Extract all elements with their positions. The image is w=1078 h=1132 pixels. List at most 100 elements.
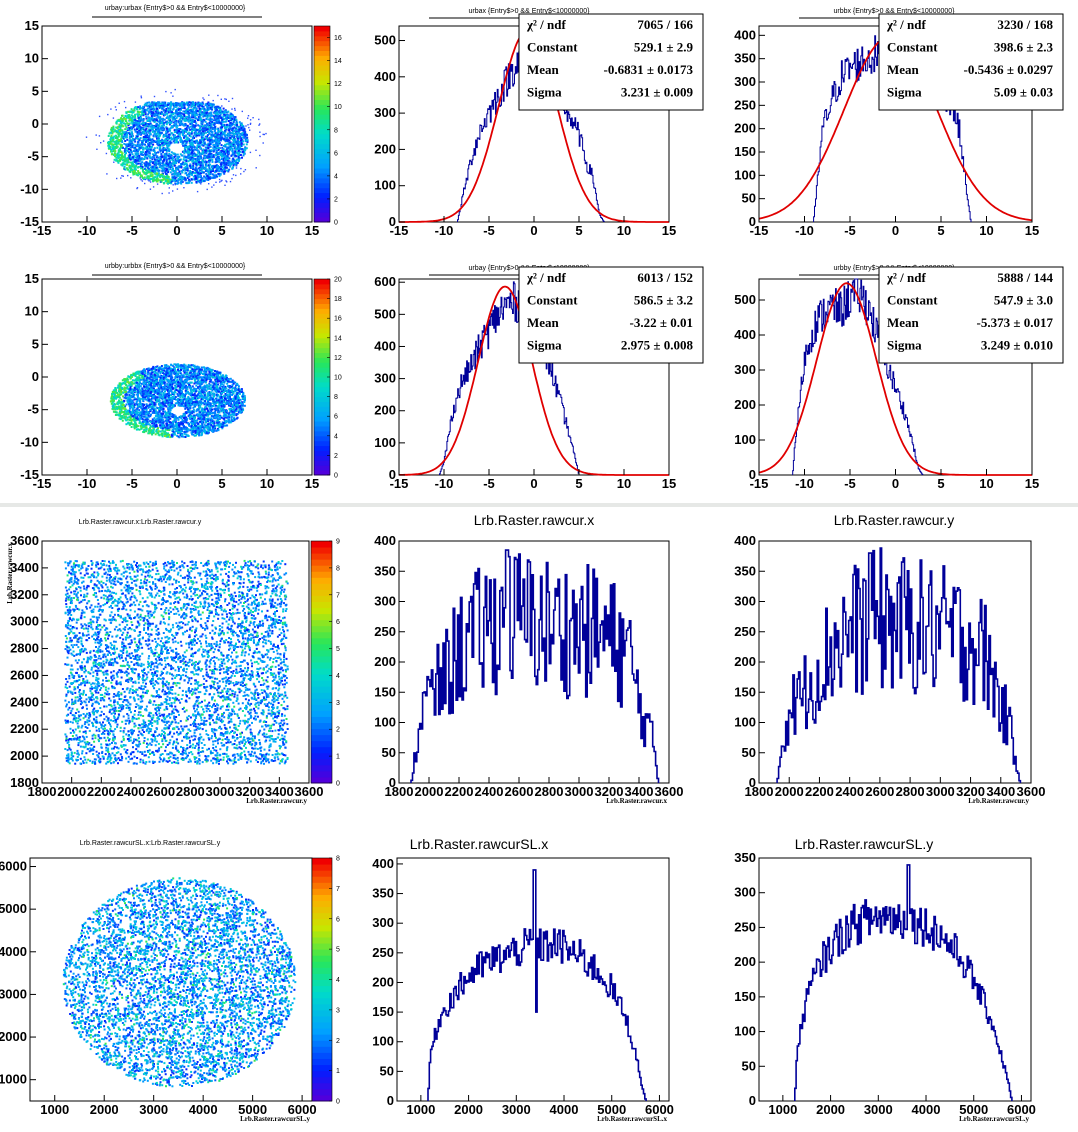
heatmap-cell — [162, 141, 165, 144]
heatmap-cell — [181, 171, 184, 174]
heatmap-cell — [148, 143, 151, 146]
heatmap-cell — [207, 179, 210, 181]
heatmap-cell — [215, 164, 218, 167]
outlier-point — [172, 184, 174, 186]
heatmap-cell — [152, 126, 155, 128]
heatmap-cell — [113, 152, 116, 155]
heatmap-cell — [218, 136, 221, 139]
heatmap-cell — [156, 114, 158, 117]
heatmap-cell — [133, 138, 136, 141]
heatmap-cell — [182, 110, 185, 113]
y-tick-label: 100 — [734, 167, 756, 182]
heatmap-cell — [135, 428, 138, 431]
heatmap-cell — [210, 111, 212, 114]
heatmap-cell — [208, 106, 210, 109]
heatmap-cell — [144, 156, 147, 159]
heatmap-cell — [160, 125, 163, 128]
colorbar-swatch — [314, 148, 330, 154]
heatmap-cell — [174, 123, 176, 126]
heatmap-cell — [197, 124, 200, 127]
heatmap-cell — [222, 120, 225, 123]
outlier-point — [139, 177, 141, 179]
heatmap-cell — [156, 124, 159, 127]
outlier-point — [265, 132, 267, 135]
heatmap-cell — [148, 134, 151, 137]
heatmap-cell — [192, 109, 195, 112]
outlier-point — [125, 106, 127, 109]
heatmap-cell — [148, 131, 151, 134]
outlier-point — [241, 110, 243, 113]
heatmap-cell — [123, 142, 126, 145]
heatmap-cell — [112, 150, 115, 153]
heatmap-cell — [193, 137, 195, 139]
heatmap-cell — [128, 133, 131, 136]
heatmap-cell — [141, 175, 143, 178]
heatmap-cell — [181, 139, 184, 142]
heatmap-cell — [207, 118, 210, 121]
heatmap-cell — [156, 174, 159, 177]
heatmap-cell — [153, 118, 156, 121]
heatmap-cell — [172, 152, 175, 155]
heatmap-cell — [208, 144, 211, 147]
heatmap-cell — [116, 386, 119, 389]
heatmap-cell — [115, 137, 117, 139]
panel-urbay-vs-urbax: urbay:urbax {Entry$>0 && Entry$<10000000… — [0, 0, 359, 250]
heatmap-cell — [171, 162, 174, 165]
heatmap-cell — [212, 149, 215, 152]
heatmap-cell — [112, 145, 115, 148]
heatmap-cell — [191, 130, 194, 133]
heatmap-cell — [189, 118, 192, 121]
heatmap-cell — [212, 144, 215, 146]
heatmap-cell — [119, 132, 121, 135]
heatmap-cell — [230, 162, 232, 164]
heatmap-cell — [172, 156, 174, 159]
heatmap-cell — [140, 126, 143, 129]
heatmap-cell — [224, 152, 227, 155]
heatmap-cell — [176, 102, 179, 105]
outlier-point — [244, 169, 247, 171]
heatmap-cell — [186, 132, 189, 135]
heatmap-cell — [227, 117, 230, 119]
heatmap-cell — [164, 147, 166, 150]
heatmap-cell — [115, 144, 118, 147]
heatmap-cell — [194, 174, 197, 177]
heatmap-cell — [150, 127, 153, 130]
heatmap-cell — [145, 104, 148, 107]
heatmap-cell — [115, 159, 118, 162]
outlier-point — [172, 190, 174, 192]
heatmap-cell — [216, 112, 219, 115]
heatmap-cell — [194, 167, 197, 170]
heatmap-cell — [161, 148, 164, 151]
heatmap-cell — [244, 135, 247, 138]
heatmap-cell — [184, 436, 187, 438]
heatmap-cell — [221, 120, 224, 123]
heatmap-cell — [213, 374, 216, 377]
heatmap-cell — [147, 144, 150, 147]
y-tick-label: 5 — [32, 83, 39, 98]
heatmap-cell — [208, 121, 211, 124]
outlier-point — [120, 177, 122, 179]
heatmap-cell — [172, 426, 175, 428]
heatmap-cell — [166, 371, 169, 373]
heatmap-cell — [186, 410, 188, 413]
heatmap-cell — [236, 134, 239, 136]
heatmap-cell — [237, 159, 240, 162]
heatmap-cell — [196, 132, 199, 135]
heatmap-cell — [186, 167, 189, 170]
stats-label: Mean — [527, 62, 560, 77]
heatmap-cell — [177, 168, 180, 171]
heatmap-cell — [123, 122, 125, 125]
heatmap-cell — [240, 388, 243, 391]
heatmap-cell — [211, 141, 214, 144]
heatmap-cell — [151, 138, 154, 141]
heatmap-cell — [148, 369, 151, 372]
heatmap-cell — [240, 122, 243, 125]
heatmap-cell — [137, 129, 140, 132]
heatmap-cell — [216, 105, 219, 108]
heatmap-cell — [217, 135, 220, 138]
heatmap-cell — [207, 124, 210, 127]
heatmap-cell — [158, 130, 161, 133]
heatmap-cell — [229, 136, 232, 139]
x-tick-label: 10 — [617, 223, 631, 238]
heatmap-cell — [149, 174, 152, 177]
